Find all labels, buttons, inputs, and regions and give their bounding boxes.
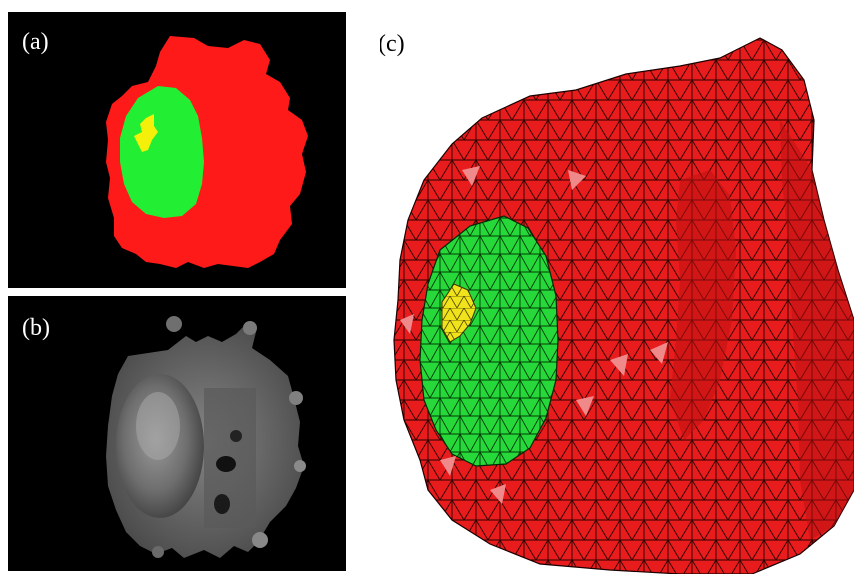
scan-dark-spot-1: [216, 456, 236, 472]
panel-b-label: (b): [22, 315, 50, 341]
panel-c-label: (c): [380, 31, 405, 57]
scan-nodule-4: [294, 460, 306, 472]
yellow-region: [134, 114, 158, 152]
mesh-highlight-8: [400, 314, 414, 334]
mesh-right-flank: [780, 120, 854, 540]
mesh-ridge-fold: [670, 170, 736, 440]
scan-nodule-6: [152, 546, 164, 558]
scan-bright-spot: [136, 392, 180, 460]
mesh-highlight-6: [490, 484, 506, 504]
grayscale-image: [8, 296, 346, 571]
panel-c-3d-mesh: (c): [380, 20, 854, 574]
scan-nodule-2: [243, 321, 257, 335]
mesh-highlight-5: [440, 456, 456, 476]
mesh-yellow-patch: [441, 283, 477, 343]
mesh-green-patch: [419, 215, 559, 467]
scan-dark-spot-2: [214, 494, 230, 514]
green-region: [120, 86, 204, 218]
panel-a-label: (a): [22, 29, 49, 55]
mesh-rendering: [393, 37, 854, 574]
mesh-highlight-7: [576, 396, 594, 416]
scan-nodule-5: [252, 532, 268, 548]
mesh-highlight-1: [462, 166, 480, 186]
panel-a-segmentation: (a): [8, 12, 346, 288]
scan-dark-spot-3: [230, 430, 242, 442]
panel-b-grayscale-scan: (b): [8, 296, 346, 571]
scan-nodule-3: [289, 391, 303, 405]
mesh-highlight-2: [568, 170, 586, 190]
segmentation-image: [8, 12, 346, 288]
mesh-highlight-4: [650, 342, 668, 364]
mesh-highlight-3: [610, 354, 628, 376]
scan-nodule-1: [166, 316, 182, 332]
